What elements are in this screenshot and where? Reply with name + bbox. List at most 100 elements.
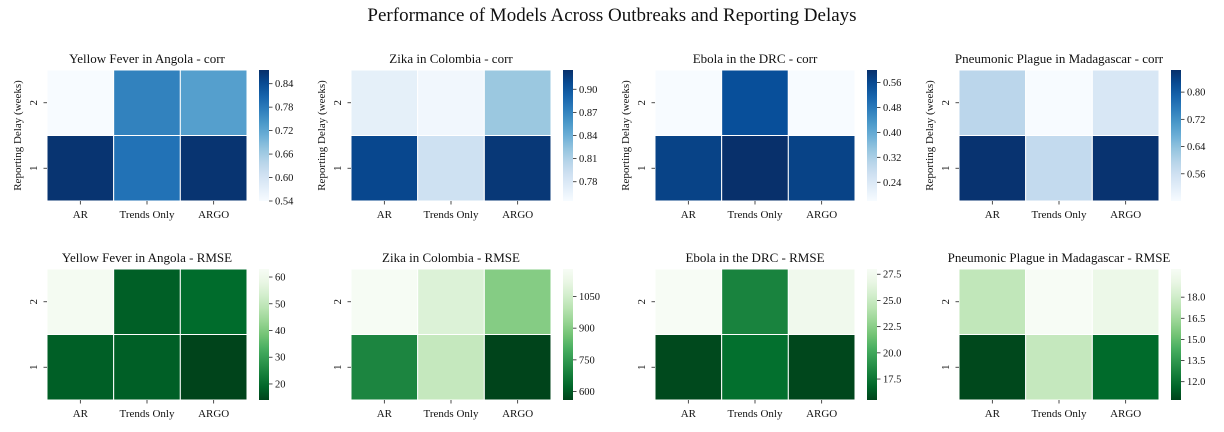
y-tick-label: 2: [28, 299, 40, 305]
heatmap-cell: [483, 334, 552, 401]
heatmap-cell: [46, 268, 115, 335]
heatmap-cell: [1025, 135, 1093, 202]
x-tick-label: AR: [681, 408, 697, 420]
heatmap-cell: [179, 268, 248, 335]
x-tick-label: AR: [377, 408, 393, 420]
colorbar-tick-label: 1050: [579, 292, 600, 303]
colorbar-tick-label: 18.0: [1187, 293, 1205, 304]
colorbar-tick-label: 25.0: [883, 296, 901, 307]
heatmap-cell: [958, 334, 1027, 401]
heatmap-panel: Yellow Fever in Angola - corr AR Trends On…: [12, 51, 294, 221]
heatmap-cell: [1025, 268, 1093, 335]
x-tick-label: ARGO: [806, 408, 837, 420]
heatmap-cell: [1091, 135, 1160, 202]
heatmap-cell: [1091, 69, 1160, 136]
x-tick-label: Trends Only: [120, 209, 175, 221]
y-tick-label: 2: [332, 100, 344, 106]
heatmap-panel: Zika in Colombia - corr AR Trends Only ARGO…: [316, 51, 598, 221]
y-axis-label: Reporting Delay (weeks): [924, 80, 936, 191]
colorbar-tick-label: 600: [579, 387, 595, 398]
colorbar-tick-label: 0.84: [275, 79, 294, 90]
heatmap-cell: [721, 69, 789, 136]
colorbar-tick-label: 27.5: [883, 270, 901, 281]
x-tick-label: ARGO: [198, 209, 229, 221]
colorbar-tick-label: 0.84: [579, 131, 598, 142]
colorbar-tick-label: 0.56: [1187, 169, 1205, 180]
colorbar-tick-label: 16.5: [1187, 314, 1205, 325]
y-tick-label: 2: [636, 299, 648, 305]
colorbar-tick-label: 0.78: [579, 177, 597, 188]
heatmap-cell: [654, 135, 723, 202]
colorbar-tick-label: 0.80: [1187, 88, 1205, 99]
x-tick-label: ARGO: [1110, 209, 1141, 221]
colorbar-tick-label: 12.0: [1187, 377, 1205, 388]
colorbar-tick-label: 0.60: [275, 173, 293, 184]
colorbar-tick-label: 60: [275, 273, 286, 284]
heatmap-cell: [721, 268, 789, 335]
heatmap-cell: [46, 135, 115, 202]
colorbar-tick-label: 0.64: [1187, 142, 1206, 153]
heatmap-cell: [417, 268, 485, 335]
heatmap-panel: Yellow Fever in Angola - RMSE AR Trends On…: [28, 250, 286, 420]
x-tick-label: AR: [985, 408, 1001, 420]
panel-title: Yellow Fever in Angola - corr: [69, 51, 225, 66]
heatmap-cell: [113, 135, 181, 202]
y-tick-label: 1: [28, 166, 40, 172]
heatmap-cell: [113, 334, 181, 401]
colorbar-tick-label: 0.24: [883, 178, 902, 189]
heatmap-cell: [417, 69, 485, 136]
colorbar-tick-label: 20: [275, 379, 286, 390]
colorbar-tick-label: 22.5: [883, 322, 901, 333]
x-tick-label: ARGO: [1110, 408, 1141, 420]
heatmap-cell: [179, 135, 248, 202]
y-tick-label: 2: [28, 100, 40, 106]
heatmap-cell: [958, 69, 1027, 136]
heatmap-cell: [113, 69, 181, 136]
heatmap-cell: [1091, 268, 1160, 335]
colorbar-tick-label: 750: [579, 355, 595, 366]
heatmap-cell: [483, 69, 552, 136]
heatmap-cell: [46, 69, 115, 136]
colorbar-tick-label: 0.90: [579, 85, 597, 96]
colorbar-tick-label: 0.56: [883, 78, 901, 89]
panel-title: Pneumonic Plague in Madagascar - corr: [955, 51, 1164, 66]
colorbar-tick-label: 0.87: [579, 108, 597, 119]
heatmap-cell: [350, 69, 419, 136]
colorbar-tick-label: 0.54: [275, 197, 294, 208]
colorbar: [259, 70, 269, 201]
colorbar-tick-label: 0.32: [883, 153, 901, 164]
heatmap-cell: [1025, 69, 1093, 136]
panel-title: Zika in Colombia - corr: [389, 51, 513, 66]
y-tick-label: 1: [28, 365, 40, 371]
heatmap-panel: Pneumonic Plague in Madagascar - RMSE AR T…: [940, 250, 1205, 420]
heatmap-cell: [113, 268, 181, 335]
x-tick-label: AR: [681, 209, 697, 221]
colorbar-tick-label: 0.72: [275, 126, 293, 137]
y-tick-label: 2: [940, 100, 952, 106]
colorbar-tick-label: 20.0: [883, 348, 901, 359]
colorbar-tick-label: 0.78: [275, 103, 293, 114]
heatmap-cell: [350, 135, 419, 202]
x-tick-label: Trends Only: [120, 408, 175, 420]
heatmap-cell: [350, 334, 419, 401]
x-tick-label: AR: [73, 408, 89, 420]
heatmap-cell: [179, 69, 248, 136]
colorbar: [259, 269, 269, 400]
heatmap-cell: [787, 69, 856, 136]
x-tick-label: Trends Only: [728, 408, 783, 420]
heatmap-cell: [350, 268, 419, 335]
heatmap-cell: [721, 135, 789, 202]
x-tick-label: ARGO: [502, 408, 533, 420]
colorbar-tick-label: 0.40: [883, 128, 901, 139]
heatmap-cell: [483, 268, 552, 335]
y-axis-label: Reporting Delay (weeks): [620, 80, 632, 191]
panel-title: Ebola in the DRC - corr: [693, 51, 818, 66]
x-tick-label: ARGO: [806, 209, 837, 221]
heatmap-cell: [179, 334, 248, 401]
panel-title: Zika in Colombia - RMSE: [382, 250, 520, 265]
heatmap-cell: [721, 334, 789, 401]
heatmap-cell: [1025, 334, 1093, 401]
x-tick-label: Trends Only: [424, 408, 479, 420]
y-tick-label: 1: [940, 166, 952, 172]
heatmap-panel: Zika in Colombia - RMSE AR Trends Only ARGO…: [332, 250, 600, 420]
